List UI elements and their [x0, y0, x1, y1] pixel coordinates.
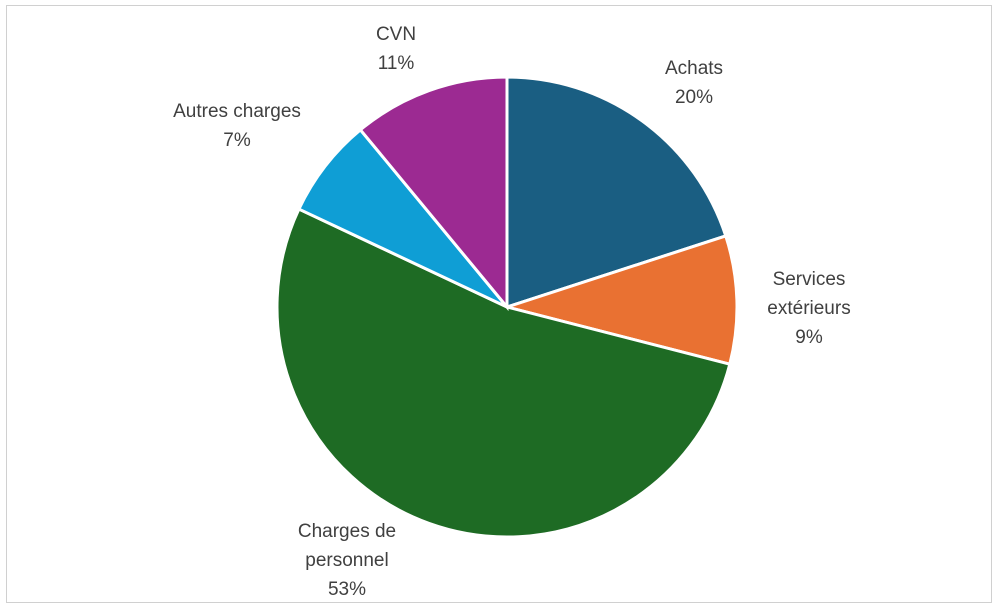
- pie-label-category: Charges de: [298, 521, 396, 542]
- pie-label-percent: 20%: [675, 87, 713, 108]
- pie-label-percent: 9%: [795, 327, 823, 348]
- pie-label-category: Services: [773, 269, 846, 290]
- pie-label-category: CVN: [376, 24, 416, 45]
- pie-label-percent: 11%: [378, 53, 415, 74]
- pie-label-percent: 7%: [223, 130, 251, 151]
- pie-slice: [275, 207, 732, 539]
- pie-slice: [501, 234, 739, 367]
- pie-slices: [275, 75, 739, 539]
- pie-label-category: Achats: [665, 58, 723, 79]
- pie-data-label: Autres charges 7%: [173, 101, 301, 151]
- pie-data-label: Achats 20%: [665, 58, 723, 108]
- pie-slice: [358, 75, 509, 312]
- pie-slice: [296, 127, 509, 309]
- pie-label-category: Autres charges: [173, 101, 301, 122]
- pie-slice: [505, 75, 728, 310]
- pie-label-percent: 53%: [328, 579, 366, 600]
- pie-label-category: extérieurs: [767, 298, 850, 319]
- pie-data-label: Charges de personnel 53%: [298, 521, 396, 600]
- pie-label-category: personnel: [305, 550, 388, 571]
- pie-data-label: CVN 11%: [376, 24, 416, 74]
- pie-data-labels: Achats 20% Services extérieurs 9% Charges de p…: [173, 24, 851, 600]
- pie-data-label: Services extérieurs 9%: [767, 269, 850, 348]
